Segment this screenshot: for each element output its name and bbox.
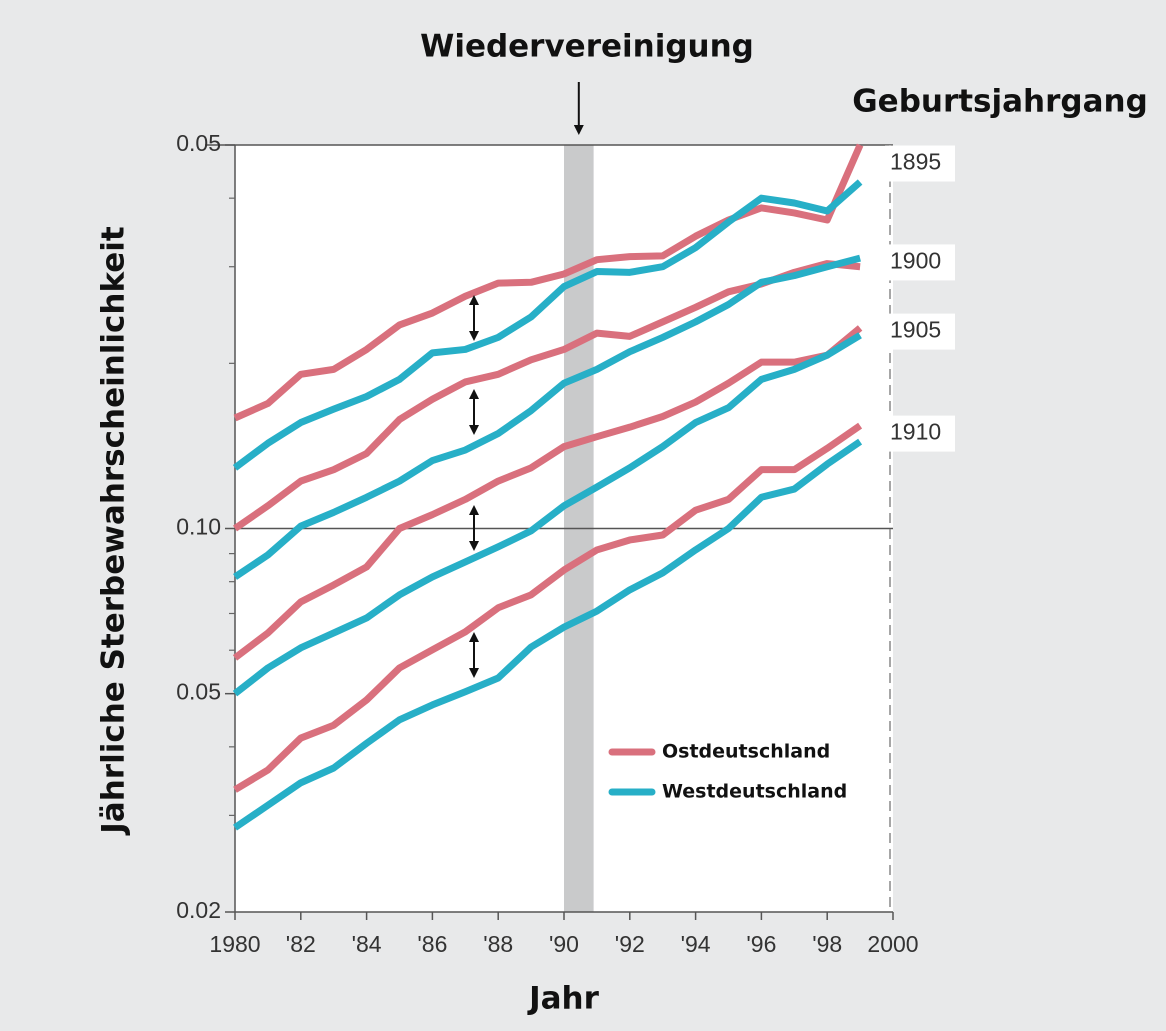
x-tick-label: 2000 <box>867 931 918 957</box>
cohort-label-bg <box>885 244 955 281</box>
cohort-title: Geburtsjahrgang <box>852 84 1148 120</box>
x-tick-label: '84 <box>352 931 382 957</box>
x-tick-label: '86 <box>417 931 447 957</box>
cohort-label: 1900 <box>890 248 941 274</box>
cohort-label-bg <box>885 415 955 452</box>
cohort-label: 1905 <box>890 317 941 343</box>
x-tick-label: '90 <box>549 931 579 957</box>
cohort-label: 1910 <box>890 419 941 445</box>
plot-layer: 0.02 0.05 0.10 0.05 1980 '82 '84 '86 '88 '90 '92 '9… <box>176 130 918 957</box>
series-line <box>233 254 861 580</box>
x-tick-label: '92 <box>615 931 645 957</box>
series-line <box>233 422 863 793</box>
cohort-label-bg <box>885 313 955 350</box>
x-tick-label: 1980 <box>209 931 260 957</box>
x-tick-label: '82 <box>286 931 316 957</box>
series-line <box>233 143 864 422</box>
cohort-label: 1895 <box>890 149 941 175</box>
x-tick-label: '94 <box>681 931 711 957</box>
series-line <box>232 325 863 661</box>
y-tick-label: 0.10 <box>176 514 221 540</box>
y-axis-label: Jährliche Sterbewahrscheinlichkeit <box>96 226 132 836</box>
series-line <box>233 438 863 831</box>
cohort-label-bg <box>885 145 955 182</box>
series-line <box>232 332 862 697</box>
y-tick-label: 0.05 <box>176 679 221 705</box>
x-axis-label: Jahr <box>527 981 600 1017</box>
legend-label: Ostdeutschland <box>662 741 830 763</box>
y-tick-label: 0.05 <box>176 130 221 156</box>
x-tick-label: '96 <box>746 931 776 957</box>
x-tick-label: '88 <box>483 931 513 957</box>
series-line <box>232 179 863 471</box>
legend-label: Westdeutschland <box>662 781 847 803</box>
x-tick-label: '98 <box>812 931 842 957</box>
annotation: Wiedervereinigung <box>420 29 754 65</box>
y-tick-label: 0.02 <box>176 897 221 923</box>
